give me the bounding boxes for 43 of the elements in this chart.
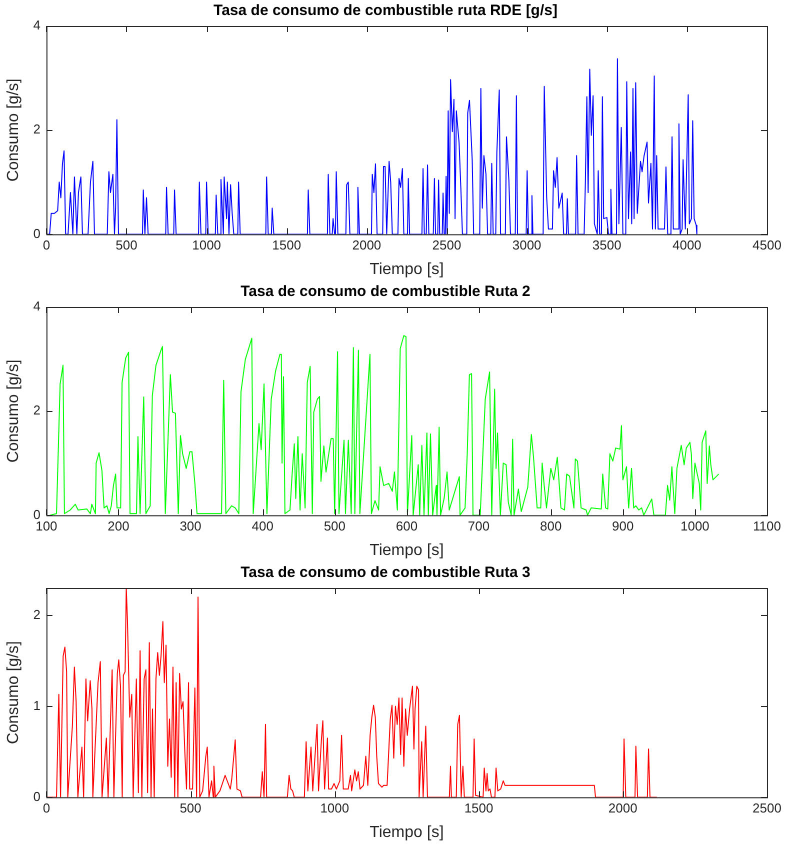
y-axis-title: Consumo [g/s]: [5, 78, 22, 182]
x-tick-label: 0: [42, 800, 50, 816]
y-axis-title: Consumo [g/s]: [5, 641, 22, 744]
x-tick-label: 2500: [752, 800, 782, 816]
x-tick-label: 1500: [272, 238, 302, 253]
y-tick-label: 0: [33, 226, 40, 241]
x-tick-label: 2000: [352, 238, 382, 253]
x-tick-label: 600: [396, 518, 418, 534]
x-tick-label: 3000: [512, 238, 542, 253]
x-tick-label: 500: [116, 238, 138, 253]
x-tick-label: 200: [108, 518, 130, 534]
x-axis-title: Tiempo [s]: [370, 824, 444, 841]
y-tick-label: 2: [33, 402, 40, 418]
chart-title: Tasa de consumo de combustible Ruta 2: [240, 283, 530, 300]
x-tick-label: 700: [468, 518, 490, 534]
x-tick-label: 1000: [320, 800, 350, 816]
y-tick-label: 2: [33, 122, 40, 137]
x-tick-label: 300: [180, 518, 202, 534]
y-tick-label: 0: [33, 788, 40, 804]
x-tick-label: 0: [42, 238, 50, 253]
x-tick-label: 4500: [752, 238, 782, 253]
x-axis-title: Tiempo [s]: [370, 542, 444, 559]
x-tick-label: 1500: [464, 800, 494, 816]
chart-title: Tasa de consumo de combustible ruta RDE [g/s]: [214, 2, 558, 20]
x-tick-label: 4000: [672, 238, 702, 253]
y-tick-label: 4: [33, 298, 40, 314]
x-tick-label: 500: [324, 518, 346, 534]
y-tick-label: 4: [33, 18, 40, 33]
x-tick-label: 500: [180, 800, 202, 816]
y-axis-title: Consumo [g/s]: [5, 360, 22, 463]
x-tick-label: 2000: [608, 800, 638, 816]
x-tick-label: 400: [252, 518, 274, 534]
x-tick-label: 800: [540, 518, 562, 534]
x-tick-label: 1100: [753, 518, 781, 534]
x-tick-label: 1000: [680, 518, 710, 534]
x-tick-label: 1000: [192, 238, 222, 253]
x-tick-label: 3500: [592, 238, 622, 253]
y-tick-label: 2: [33, 606, 40, 622]
x-tick-label: 900: [612, 518, 634, 534]
y-tick-label: 1: [33, 698, 40, 713]
x-axis-title: Tiempo [s]: [370, 260, 444, 278]
chart-title: Tasa de consumo de combustible Ruta 3: [240, 564, 530, 582]
x-tick-label: 2500: [432, 238, 462, 253]
